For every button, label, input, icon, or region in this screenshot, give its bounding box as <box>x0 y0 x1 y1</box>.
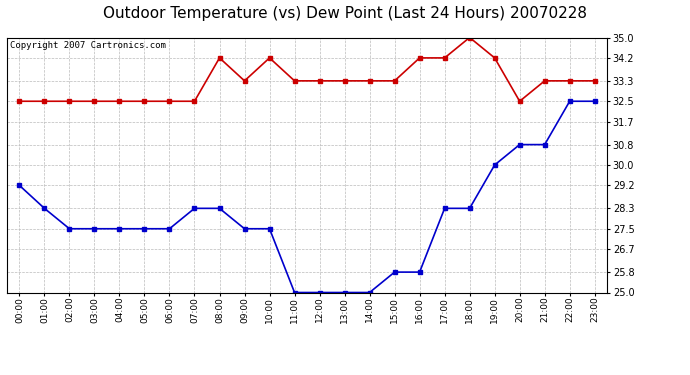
Text: Outdoor Temperature (vs) Dew Point (Last 24 Hours) 20070228: Outdoor Temperature (vs) Dew Point (Last… <box>103 6 587 21</box>
Text: Copyright 2007 Cartronics.com: Copyright 2007 Cartronics.com <box>10 41 166 50</box>
